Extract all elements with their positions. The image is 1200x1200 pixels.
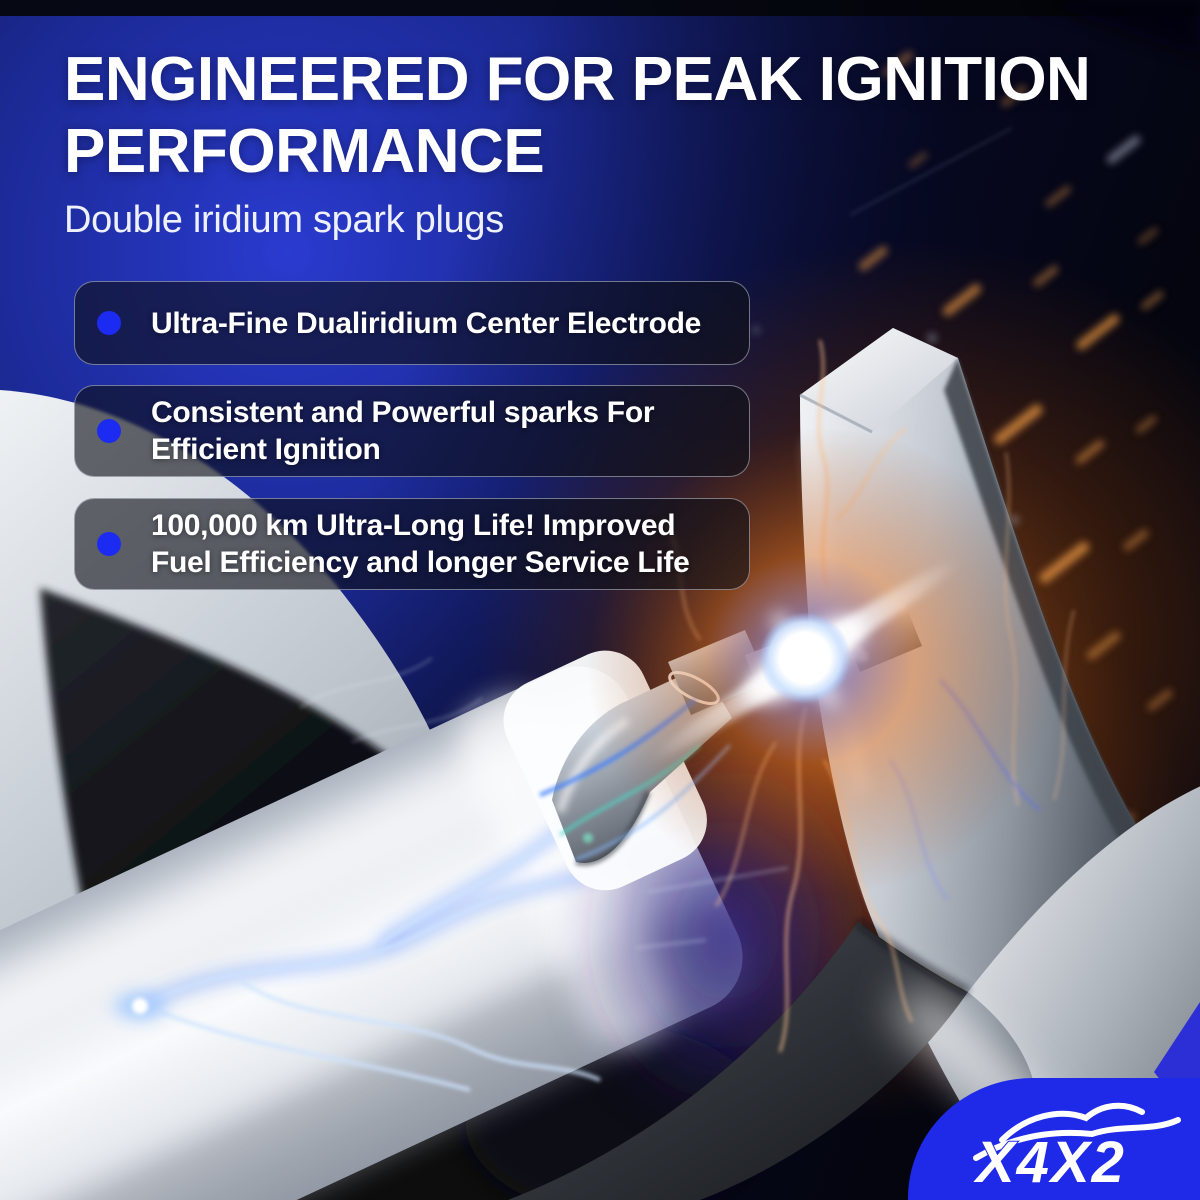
brand-logo-text: X4X2	[973, 1130, 1126, 1194]
feature-card-electrode: Ultra-Fine Dualiridium Center Electrode	[74, 281, 750, 365]
bullet-dot-icon	[97, 419, 121, 443]
subtitle: Double iridium spark plugs	[64, 199, 504, 241]
feature-text: 100,000 km Ultra-Long Life! Improved Fue…	[151, 507, 690, 581]
feature-line: Consistent and Powerful sparks For	[151, 396, 655, 429]
feature-line: Fuel Efficiency and longer Service Life	[151, 546, 690, 579]
title-line-2: PERFORMANCE	[64, 117, 545, 186]
feature-line: Efficient Ignition	[151, 433, 381, 466]
car-silhouette-icon	[973, 1102, 1181, 1161]
feature-list: Ultra-Fine Dualiridium Center Electrode …	[74, 281, 750, 590]
page-title: ENGINEERED FOR PEAK IGNITION PERFORMANCE	[64, 44, 1164, 188]
feature-text: Consistent and Powerful sparks For Effic…	[151, 394, 655, 468]
hero-header: ENGINEERED FOR PEAK IGNITION PERFORMANCE…	[64, 44, 1164, 242]
ceramic-insulator	[0, 657, 748, 1200]
feature-text: Ultra-Fine Dualiridium Center Electrode	[151, 305, 701, 342]
feature-card-sparks: Consistent and Powerful sparks For Effic…	[74, 385, 750, 477]
feature-line: Ultra-Fine Dualiridium Center Electrode	[151, 306, 702, 340]
bullet-dot-icon	[97, 311, 121, 335]
brand-logo: X4X2	[972, 1102, 1181, 1194]
bullet-dot-icon	[97, 532, 121, 556]
title-line-1: ENGINEERED FOR PEAK IGNITION	[64, 45, 1091, 114]
feature-card-longlife: 100,000 km Ultra-Long Life! Improved Fue…	[74, 498, 750, 590]
feature-line: 100,000 km Ultra-Long Life! Improved	[151, 509, 676, 542]
